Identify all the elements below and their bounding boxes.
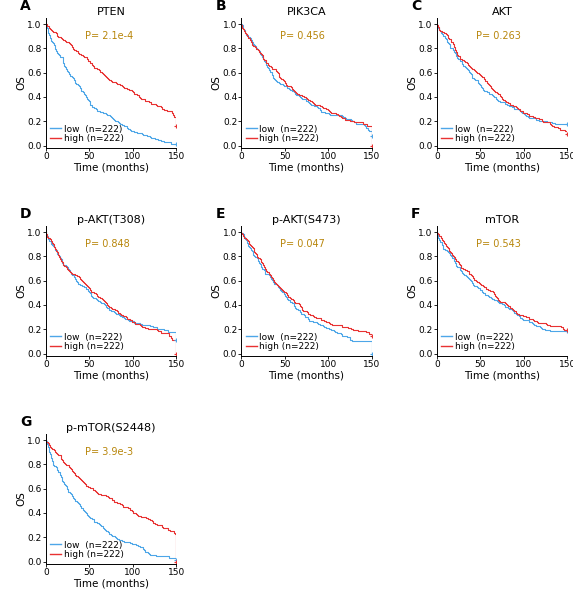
Title: AKT: AKT (492, 7, 512, 17)
Y-axis label: OS: OS (211, 76, 221, 91)
X-axis label: Time (months): Time (months) (73, 578, 149, 589)
Text: P= 0.263: P= 0.263 (476, 31, 521, 41)
Text: E: E (215, 207, 225, 221)
Y-axis label: OS: OS (211, 284, 221, 298)
Legend: low  (n=222), high (n=222): low (n=222), high (n=222) (246, 125, 319, 143)
Title: PTEN: PTEN (97, 7, 125, 17)
Title: p-AKT(T308): p-AKT(T308) (77, 215, 145, 225)
Title: p-mTOR(S2448): p-mTOR(S2448) (66, 423, 156, 433)
Legend: low  (n=222), high (n=222): low (n=222), high (n=222) (441, 125, 515, 143)
Title: mTOR: mTOR (485, 215, 519, 225)
Y-axis label: OS: OS (16, 76, 26, 91)
Legend: low  (n=222), high (n=222): low (n=222), high (n=222) (441, 332, 515, 352)
X-axis label: Time (months): Time (months) (73, 371, 149, 380)
Y-axis label: OS: OS (407, 76, 417, 91)
Text: G: G (19, 415, 31, 429)
X-axis label: Time (months): Time (months) (73, 163, 149, 173)
X-axis label: Time (months): Time (months) (269, 163, 344, 173)
Title: PIK3CA: PIK3CA (286, 7, 327, 17)
Legend: low  (n=222), high (n=222): low (n=222), high (n=222) (50, 332, 124, 352)
Y-axis label: OS: OS (16, 491, 26, 506)
Text: P= 0.047: P= 0.047 (281, 239, 325, 249)
Y-axis label: OS: OS (407, 284, 417, 298)
X-axis label: Time (months): Time (months) (269, 371, 344, 380)
X-axis label: Time (months): Time (months) (464, 163, 540, 173)
Text: P= 2.1e-4: P= 2.1e-4 (85, 31, 133, 41)
Legend: low  (n=222), high (n=222): low (n=222), high (n=222) (246, 332, 319, 352)
Legend: low  (n=222), high (n=222): low (n=222), high (n=222) (50, 125, 124, 143)
Text: P= 0.456: P= 0.456 (281, 31, 325, 41)
X-axis label: Time (months): Time (months) (464, 371, 540, 380)
Text: C: C (411, 0, 421, 13)
Text: B: B (215, 0, 226, 13)
Y-axis label: OS: OS (16, 284, 26, 298)
Legend: low  (n=222), high (n=222): low (n=222), high (n=222) (50, 541, 124, 559)
Text: A: A (19, 0, 30, 13)
Text: P= 0.543: P= 0.543 (476, 239, 521, 249)
Text: F: F (411, 207, 421, 221)
Title: p-AKT(S473): p-AKT(S473) (272, 215, 341, 225)
Text: P= 3.9e-3: P= 3.9e-3 (85, 447, 133, 457)
Text: D: D (19, 207, 32, 221)
Text: P= 0.848: P= 0.848 (85, 239, 129, 249)
